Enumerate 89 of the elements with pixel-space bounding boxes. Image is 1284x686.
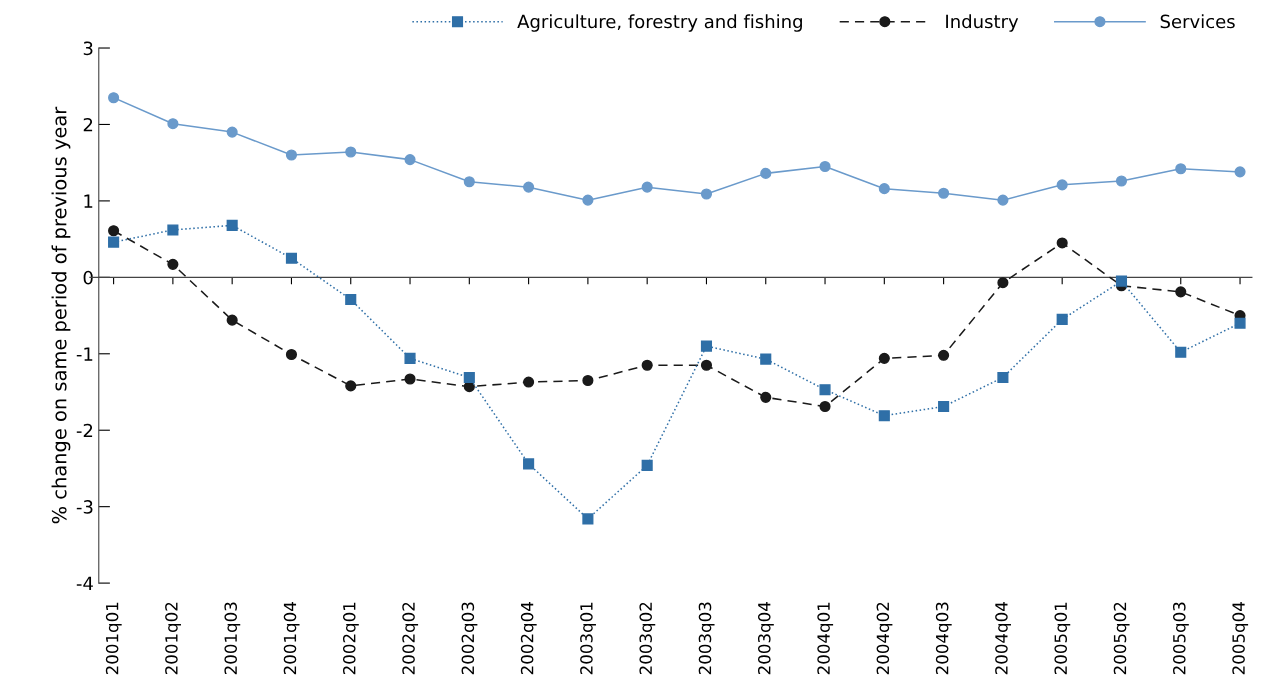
point: [760, 391, 772, 403]
point: [226, 219, 238, 231]
x-tick-label: 2005q03: [1172, 602, 1189, 675]
x-tick-label: 2005q02: [1113, 602, 1130, 675]
x-tick-label: 2003q02: [639, 602, 656, 675]
point: [938, 349, 950, 361]
point: [1175, 163, 1187, 175]
point: [878, 183, 890, 195]
x-tick-label: 2003q01: [580, 602, 596, 675]
point: [878, 410, 890, 422]
x-tick-label: 2003q04: [757, 602, 774, 675]
y-axis-title: % change on same period of previous year: [51, 106, 71, 524]
point: [641, 181, 653, 193]
point: [760, 353, 772, 365]
y-tick-label: 3: [83, 41, 93, 56]
point: [641, 359, 653, 371]
x-tick-label: 2004q03: [935, 602, 952, 675]
point: [1234, 166, 1246, 178]
point: [1175, 346, 1187, 358]
point: [523, 181, 535, 193]
x-tick-label: 2001q03: [224, 602, 241, 675]
legend-label: Agriculture, forestry and fishing: [517, 14, 802, 32]
x-tick-label: 2004q02: [876, 602, 893, 675]
point: [1175, 286, 1187, 298]
point: [108, 92, 120, 104]
point: [1056, 179, 1068, 191]
point: [582, 374, 594, 387]
x-tick-label: 2002q03: [461, 602, 478, 675]
x-tick-label: 2002q02: [402, 602, 419, 675]
y-tick-label: 1: [84, 194, 93, 208]
x-tick-label: 2001q01: [105, 602, 122, 675]
x-tick-label: 2005q04: [1232, 602, 1249, 675]
y-tick-label: 2: [83, 117, 93, 132]
point: [700, 188, 713, 200]
point: [226, 126, 238, 138]
point: [878, 352, 890, 364]
point: [582, 513, 594, 525]
point: [938, 400, 950, 413]
x-tick-label: 2005q01: [1054, 602, 1071, 675]
point: [641, 459, 653, 471]
point: [285, 348, 298, 361]
x-tick-label: 2002q04: [520, 602, 537, 675]
point: [1115, 275, 1128, 287]
legend-label: Industry: [946, 14, 1019, 32]
point: [463, 176, 475, 188]
y-tick-label: 0: [83, 270, 93, 285]
point: [226, 314, 238, 326]
point: [523, 458, 535, 470]
point: [285, 252, 298, 264]
point: [167, 118, 179, 130]
point: [997, 277, 1009, 289]
point: [700, 340, 713, 352]
point: [108, 225, 120, 237]
point: [997, 194, 1009, 206]
point: [345, 146, 357, 158]
point: [760, 167, 772, 179]
x-tick-label: 2001q04: [283, 602, 300, 675]
point: [345, 293, 357, 306]
point: [997, 371, 1009, 384]
point: [404, 154, 416, 166]
y-tick-label: -4: [76, 576, 93, 590]
point: [1056, 313, 1068, 325]
point: [345, 380, 357, 392]
x-tick-label: 2002q01: [342, 602, 359, 675]
point: [404, 352, 416, 364]
point: [167, 258, 179, 270]
y-tick-label: -1: [76, 347, 93, 361]
x-tick-label: 2003q03: [698, 602, 715, 675]
point: [819, 400, 831, 413]
point: [1234, 317, 1246, 329]
y-tick-label: -2: [76, 423, 93, 438]
point: [167, 224, 179, 236]
point: [819, 384, 831, 396]
x-tick-label: 2004q04: [995, 602, 1011, 675]
legend-label: Services: [1160, 14, 1235, 29]
point: [463, 371, 475, 384]
point: [700, 359, 713, 371]
point: [108, 236, 120, 248]
point: [938, 187, 950, 199]
point: [819, 160, 831, 173]
point: [1056, 237, 1068, 249]
x-tick-label: 2004q01: [817, 602, 834, 675]
point: [523, 376, 535, 388]
point: [1115, 175, 1128, 187]
point: [404, 373, 416, 385]
point: [582, 194, 594, 206]
x-tick-label: 2001q02: [165, 602, 181, 675]
point: [285, 149, 298, 161]
y-tick-label: -3: [76, 500, 93, 514]
